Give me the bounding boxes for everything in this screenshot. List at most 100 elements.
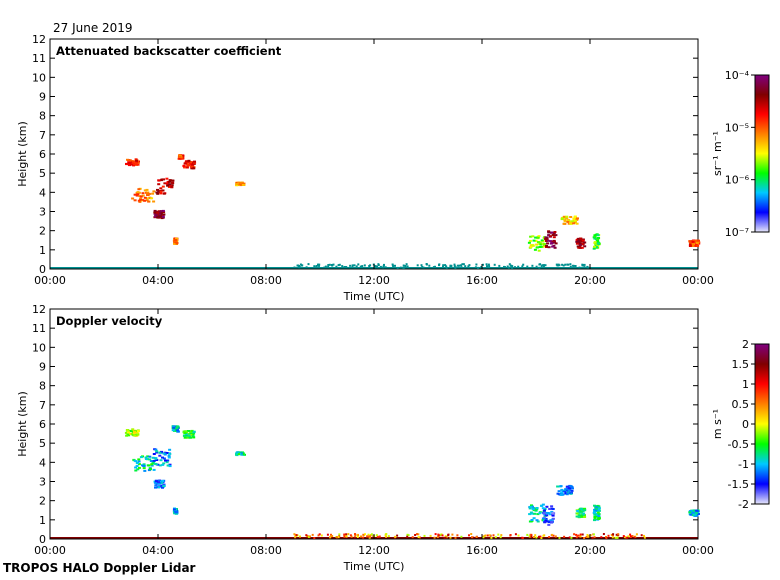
echo-cell-1-10-29 (561, 493, 565, 496)
echo-cell-0-2-33 (161, 185, 165, 188)
echo-cell-1-8-12 (532, 517, 536, 520)
echo-cell-1-8-29 (529, 511, 533, 514)
ground-speck-19 (460, 266, 463, 269)
echo-cell-1-10-31 (571, 487, 574, 490)
echo-cell-1-13-24 (689, 513, 693, 516)
echo-cell-0-10-9 (569, 216, 573, 218)
ground-speck-23 (332, 263, 335, 266)
echo-cell-1-4-29 (187, 434, 191, 437)
ground-speck-130 (586, 266, 589, 269)
ground-speck-146 (453, 265, 456, 267)
ground-speck-34 (552, 534, 555, 537)
ground-speck-105 (539, 535, 542, 538)
echo-cell-0-8-28 (534, 236, 538, 239)
echo-cell-1-5-39 (172, 426, 176, 429)
echo-cell-0-8-32 (537, 235, 541, 238)
echo-cell-0-1-12 (138, 200, 142, 203)
echo-cell-0-8-14 (536, 241, 540, 244)
echo-cell-0-8-1 (535, 243, 539, 246)
ground-speck-148 (509, 264, 512, 267)
echo-cell-1-9-16 (547, 523, 551, 526)
ground-speck-164 (607, 534, 610, 537)
ground-speck-183 (349, 534, 352, 537)
echo-cell-1-2-6 (155, 451, 159, 454)
echo-cell-0-1-33 (139, 198, 143, 201)
echo-cell-0-9-14 (550, 231, 554, 234)
y-tick-label: 0 (39, 533, 46, 546)
ground-speck-112 (338, 263, 341, 266)
echo-cell-1-9-35 (551, 511, 555, 514)
ground-speck-1 (351, 264, 354, 267)
ground-speck-116 (425, 263, 428, 265)
y-tick-label: 9 (39, 361, 46, 374)
ground-speck-149 (337, 536, 340, 539)
echo-cell-0-8-34 (536, 236, 540, 239)
echo-cell-1-9-22 (545, 505, 549, 508)
echo-cell-1-1-37 (139, 456, 143, 459)
echo-cell-1-0-26 (131, 428, 135, 431)
echo-cell-1-1-36 (144, 456, 148, 459)
colorbar-1 (754, 343, 770, 505)
echo-cell-0-0-35 (127, 162, 131, 164)
ground-speck-147 (437, 533, 440, 536)
echo-cell-1-8-21 (530, 504, 533, 507)
ground-speck-104 (385, 535, 388, 538)
echo-cell-1-13-33 (697, 513, 700, 515)
echo-cell-1-3-1 (154, 486, 157, 489)
echo-cell-1-3-28 (160, 481, 164, 484)
ground-speck-153 (402, 264, 405, 267)
echo-cell-1-2-17 (165, 452, 169, 454)
echo-cell-0-2-32 (157, 190, 161, 193)
ground-speck-178 (294, 534, 297, 537)
ground-speck-134 (394, 535, 397, 538)
ground-speck-141 (293, 266, 296, 269)
ground-speck-77 (345, 266, 348, 268)
ground-speck-138 (558, 264, 561, 267)
echo-cell-0-11-36 (575, 242, 579, 245)
x-tick-label: 00:00 (682, 274, 714, 287)
echo-cell-1-2-13 (162, 457, 166, 460)
echo-cell-0-13-29 (689, 240, 693, 243)
echo-cell-1-8-35 (528, 505, 532, 508)
echo-cell-1-12-31 (593, 516, 597, 518)
echo-cell-0-0-16 (132, 164, 136, 167)
echo-cell-1-0-34 (126, 431, 130, 434)
echo-cell-0-1-37 (147, 192, 151, 195)
ground-speck-21 (534, 534, 537, 537)
echo-cell-0-12-31 (594, 243, 598, 245)
ground-speck-126 (522, 536, 524, 539)
echo-cell-1-3-27 (161, 479, 165, 482)
ground-speck-159 (454, 266, 457, 269)
echo-cell-1-1-9 (151, 456, 155, 459)
ground-speck-86 (376, 265, 378, 268)
echo-cell-1-12-13 (596, 511, 600, 514)
echo-cell-0-2-25 (155, 191, 159, 194)
echo-cell-0-8-11 (529, 235, 533, 238)
echo-cell-1-5-32 (176, 429, 179, 432)
echo-cell-0-1-11 (141, 199, 145, 202)
echo-cell-1-6-39 (235, 452, 238, 455)
echo-cell-1-10-10 (560, 491, 564, 494)
ground-speck-18 (610, 533, 613, 536)
ground-speck-175 (475, 536, 478, 538)
echo-cell-0-3-26 (161, 209, 165, 212)
echo-cell-0-4-29 (189, 162, 193, 165)
ground-speck-186 (434, 533, 437, 536)
echo-cell-1-13-37 (691, 511, 695, 514)
echo-cell-0-11-6 (576, 245, 580, 248)
echo-cell-0-4-18 (189, 161, 193, 163)
ground-speck-198 (570, 536, 573, 539)
ground-speck-132 (343, 266, 346, 268)
ground-speck-82 (615, 536, 618, 539)
ground-speck-85 (422, 266, 425, 269)
echo-cell-1-1-17 (148, 468, 152, 471)
echo-cell-0-9-10 (549, 240, 553, 243)
ground-speck-160 (622, 535, 625, 538)
echo-cell-0-9-28 (546, 239, 550, 242)
ground-speck-41 (436, 536, 439, 539)
ground-speck-21 (507, 266, 510, 269)
echo-cell-1-9-11 (550, 505, 554, 508)
echo-cell-0-2-28 (171, 182, 175, 185)
y-tick-label: 4 (39, 186, 46, 199)
ground-speck-17 (396, 266, 399, 269)
